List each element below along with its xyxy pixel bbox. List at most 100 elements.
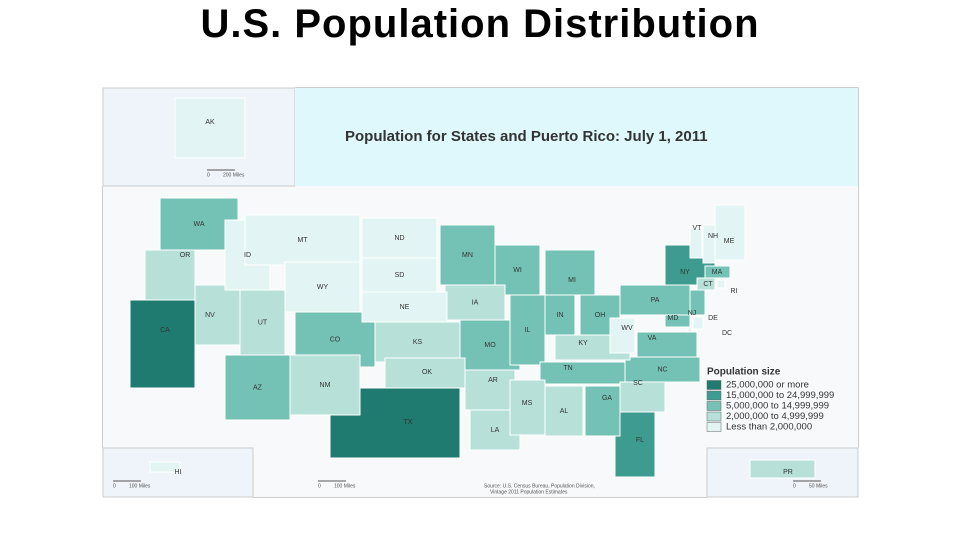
state-shape: [384, 357, 466, 389]
state-label: IA: [472, 299, 479, 306]
page-title: U.S. Population Distribution: [200, 2, 760, 46]
state-label: OH: [595, 312, 606, 319]
state-label: MA: [712, 269, 723, 276]
state-label: WA: [193, 221, 204, 228]
state-label: HI: [175, 469, 182, 476]
state-shape: [609, 317, 636, 354]
state-label: OR: [180, 252, 191, 259]
source-line: Source: U.S. Census Bureau, Population D…: [484, 483, 595, 489]
state-label: NH: [708, 233, 718, 240]
legend-label: Less than 2,000,000: [726, 422, 812, 433]
state-label: FL: [636, 437, 644, 444]
state-label: MI: [568, 277, 576, 284]
map-title: Population for States and Puerto Rico: J…: [345, 128, 708, 145]
state-label: KY: [578, 340, 588, 347]
state-label: ND: [394, 235, 404, 242]
state-label: LA: [491, 427, 500, 434]
state-label: SD: [395, 272, 405, 279]
state-label: ME: [724, 238, 735, 245]
state-label: KS: [413, 339, 423, 346]
state-shape: [361, 217, 438, 259]
legend-swatch: [706, 411, 722, 422]
state-label: DC: [722, 330, 732, 337]
legend-swatch: [706, 422, 722, 432]
state-shape: [714, 204, 746, 261]
state-shape: [696, 277, 716, 291]
state-shape: [129, 299, 196, 389]
state-label: VT: [693, 225, 703, 232]
state-shape: [244, 214, 361, 266]
state-shape: [702, 224, 716, 264]
state-shape: [361, 257, 438, 293]
state-shape: [692, 316, 704, 330]
state-label: AR: [488, 377, 498, 384]
state-label: GA: [602, 395, 612, 402]
state-shape: [174, 97, 246, 159]
state-label: SC: [633, 380, 643, 387]
legend-label: 25,000,000 or more: [726, 380, 809, 391]
state-label: AZ: [253, 384, 263, 391]
state-label: WY: [317, 284, 329, 291]
state-label: RI: [731, 288, 738, 295]
state-label: PR: [783, 469, 793, 476]
state-label: AK: [205, 119, 215, 126]
scale-zero: 0: [113, 483, 116, 489]
state-label: NJ: [688, 310, 697, 317]
state-shape: [716, 279, 726, 289]
state-shape: [444, 284, 506, 321]
state-shape: [664, 314, 691, 328]
state-label: TN: [563, 365, 572, 372]
state-label: ID: [244, 252, 251, 259]
state-label: WV: [621, 325, 633, 332]
state-shape: [284, 261, 361, 313]
state-shape: [636, 331, 698, 358]
legend-swatch: [706, 380, 722, 390]
state-shape: [149, 461, 181, 473]
state-shape: [239, 289, 286, 356]
state-shape: [619, 284, 691, 316]
scale-zero: 0: [207, 172, 210, 178]
state-shape: [614, 411, 656, 478]
state-shape: [544, 294, 576, 336]
state-shape: [704, 265, 731, 279]
state-label: NY: [680, 269, 690, 276]
state-label: CA: [160, 327, 170, 334]
state-label: MN: [462, 252, 473, 259]
state-shape: [749, 459, 816, 479]
scale-zero: 0: [318, 483, 321, 489]
scale-zero: 0: [793, 483, 796, 489]
state-label: NC: [657, 366, 667, 373]
state-shape: [539, 361, 636, 385]
state-label: IN: [557, 312, 564, 319]
legend-swatch: [706, 401, 722, 411]
source-line: Vintage 2011 Population Estimates: [490, 489, 568, 495]
legend-label: 15,000,000 to 24,999,999: [726, 390, 834, 401]
state-label: DE: [708, 315, 718, 322]
state-label: MO: [484, 342, 496, 349]
state-label: MD: [668, 315, 679, 322]
scale-label: 100 Miles: [129, 483, 151, 489]
state-label: WI: [513, 267, 522, 274]
state-shape: [144, 249, 196, 301]
state-shape: [361, 291, 448, 323]
state-shape: [624, 356, 701, 383]
legend-title: Population size: [707, 367, 781, 378]
scale-label: 100 Miles: [334, 483, 356, 489]
state-label: VA: [648, 335, 657, 342]
state-shape: [224, 354, 291, 421]
state-shape: [439, 224, 496, 286]
state-label: PA: [651, 297, 660, 304]
scale-label: 50 Miles: [809, 483, 828, 489]
legend-swatch: [706, 390, 722, 401]
state-label: TX: [404, 419, 413, 426]
state-label: CO: [330, 336, 341, 343]
state-label: IL: [525, 327, 531, 334]
state-shape: [509, 379, 546, 436]
state-label: NV: [205, 312, 215, 319]
state-label: OK: [422, 369, 432, 376]
state-shape: [689, 227, 703, 259]
state-label: MT: [297, 237, 308, 244]
legend-label: 5,000,000 to 14,999,999: [726, 401, 829, 412]
state-label: AL: [560, 408, 569, 415]
